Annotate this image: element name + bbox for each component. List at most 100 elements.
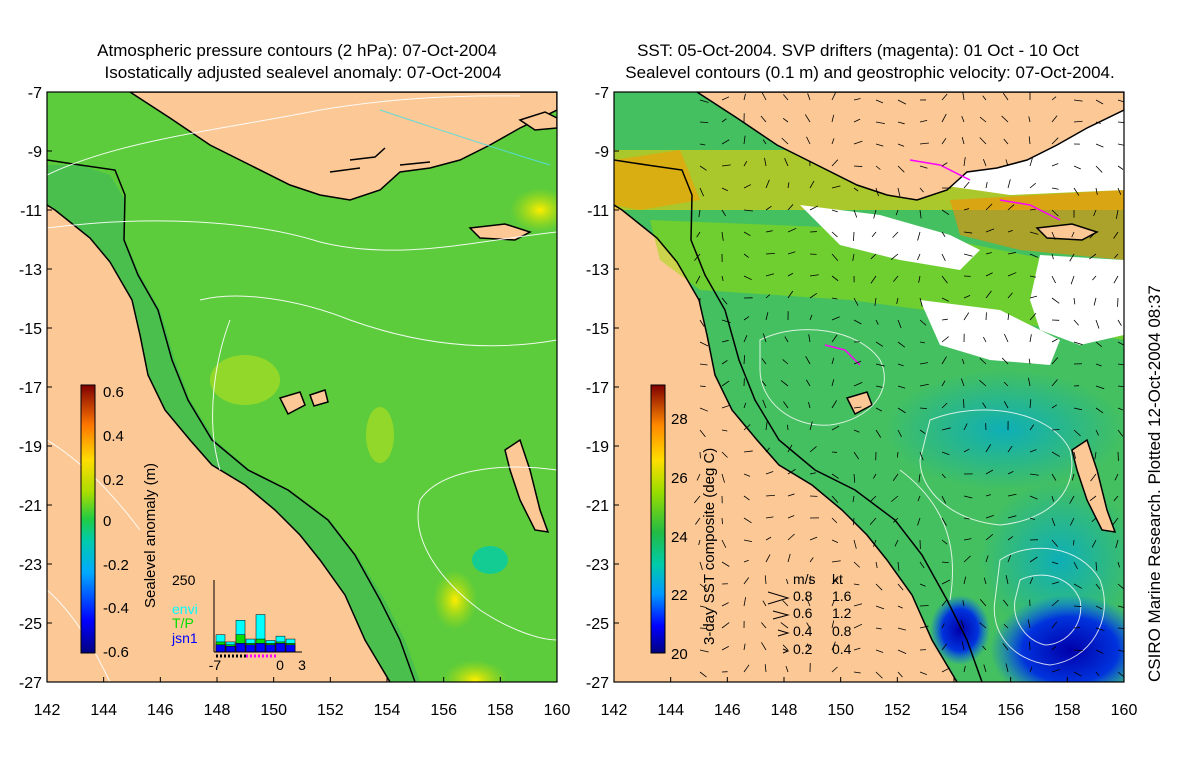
left-map-island	[518, 111, 557, 131]
velocity-arrow	[782, 359, 789, 365]
velocity-arrow	[743, 473, 751, 477]
velocity-arrow	[1114, 253, 1119, 259]
velocity-arrow	[1117, 121, 1124, 123]
velocity-arrow	[721, 517, 723, 525]
velocity-arrow	[1051, 137, 1059, 145]
velocity-arrow	[897, 187, 901, 197]
velocity-arrow	[1095, 187, 1098, 195]
left-map-island	[278, 391, 306, 416]
left-map	[47, 92, 557, 682]
velocity-arrow	[1051, 379, 1058, 387]
velocity-arrow	[1051, 646, 1057, 651]
velocity-arrow	[721, 209, 727, 217]
velocity-arrow	[1095, 99, 1104, 105]
velocity-arrow	[721, 297, 728, 305]
left-map-pressure-contour	[379, 109, 551, 166]
velocity-arrow	[1117, 165, 1124, 170]
velocity-arrow	[963, 231, 973, 234]
right-colorbar-tick: 26	[671, 470, 688, 487]
histogram-bars	[215, 614, 296, 653]
right-map-sealevel-contour	[993, 547, 1105, 666]
velocity-arrow	[1029, 577, 1034, 585]
velocity-arrow	[809, 274, 819, 277]
velocity-arrow	[875, 627, 882, 630]
velocity-arrow	[963, 181, 970, 189]
left-map-pressure-contour	[47, 95, 521, 176]
left-colorbar-tick: 0.2	[103, 472, 124, 489]
velocity-arrow	[1112, 517, 1119, 526]
velocity-arrow	[787, 272, 794, 277]
velocity-arrow	[875, 671, 883, 679]
velocity-arrow	[941, 113, 947, 123]
velocity-arrow	[897, 165, 905, 173]
velocity-arrow	[961, 137, 965, 145]
velocity-arrow	[985, 203, 993, 211]
velocity-arrow	[699, 407, 709, 412]
velocity-arrow	[831, 185, 841, 189]
velocity-arrow	[764, 575, 767, 585]
velocity-arrow	[1029, 275, 1037, 278]
vector-legend-kt: 1.6	[832, 588, 852, 604]
velocity-arrow	[985, 555, 989, 563]
right-colorbar	[650, 384, 666, 654]
velocity-arrow	[1051, 404, 1058, 409]
left-x-tick-label: 148	[204, 702, 231, 719]
velocity-arrow	[699, 121, 709, 124]
velocity-arrow	[831, 357, 835, 365]
velocity-arrow	[699, 143, 706, 146]
velocity-arrow	[1071, 231, 1075, 238]
velocity-arrow	[760, 115, 767, 123]
histogram-bar-jsn1	[275, 643, 286, 653]
histogram-legend-jsn1: jsn1	[171, 630, 198, 646]
velocity-arrow	[919, 451, 924, 461]
left-y-tick-label: -17	[19, 380, 42, 397]
velocity-arrow	[870, 275, 877, 284]
velocity-arrow	[1117, 429, 1124, 437]
velocity-arrow	[941, 539, 948, 545]
velocity-arrow	[893, 275, 899, 282]
velocity-arrow	[1029, 334, 1032, 343]
velocity-arrow	[1091, 517, 1097, 522]
velocity-arrow	[1117, 627, 1124, 629]
velocity-arrow	[761, 642, 767, 651]
velocity-arrow	[853, 209, 858, 218]
velocity-arrow	[1028, 377, 1031, 387]
velocity-arrow	[961, 641, 965, 651]
velocity-arrow	[694, 495, 701, 504]
velocity-arrow	[1002, 92, 1009, 101]
velocity-arrow	[963, 253, 973, 257]
velocity-arrow	[1007, 179, 1011, 189]
velocity-arrow	[919, 383, 929, 387]
right-colorbar-label: 3-day SST composite (deg C)	[701, 448, 718, 645]
velocity-arrow	[721, 118, 727, 123]
left-map-coastline	[47, 204, 391, 682]
velocity-arrow	[875, 121, 885, 125]
velocity-arrow	[743, 209, 753, 212]
velocity-arrow	[765, 471, 774, 475]
velocity-arrow	[963, 448, 970, 453]
velocity-arrow	[743, 184, 752, 189]
velocity-arrow	[1069, 495, 1075, 504]
velocity-arrow	[1029, 424, 1035, 431]
velocity-arrow	[721, 404, 731, 409]
vector-legend-arrow-icon	[777, 629, 790, 637]
velocity-arrow	[985, 469, 994, 475]
velocity-arrow	[963, 157, 966, 167]
velocity-arrow	[853, 231, 855, 241]
velocity-arrow	[831, 316, 840, 321]
velocity-arrow	[787, 227, 797, 233]
velocity-arrow	[784, 336, 789, 343]
histogram-bar-jsn1	[255, 643, 266, 653]
velocity-arrow	[764, 664, 767, 673]
velocity-arrow	[897, 143, 905, 147]
right-colorbar-tick: 20	[671, 646, 688, 663]
velocity-arrow	[761, 358, 767, 365]
velocity-arrow	[743, 517, 752, 524]
velocity-arrow	[765, 205, 772, 211]
velocity-arrow	[1071, 473, 1075, 481]
velocity-arrow	[853, 561, 861, 568]
velocity-arrow	[1029, 666, 1033, 673]
right-y-tick-label: -25	[586, 616, 609, 633]
left-y-tick-label: -13	[19, 262, 42, 279]
